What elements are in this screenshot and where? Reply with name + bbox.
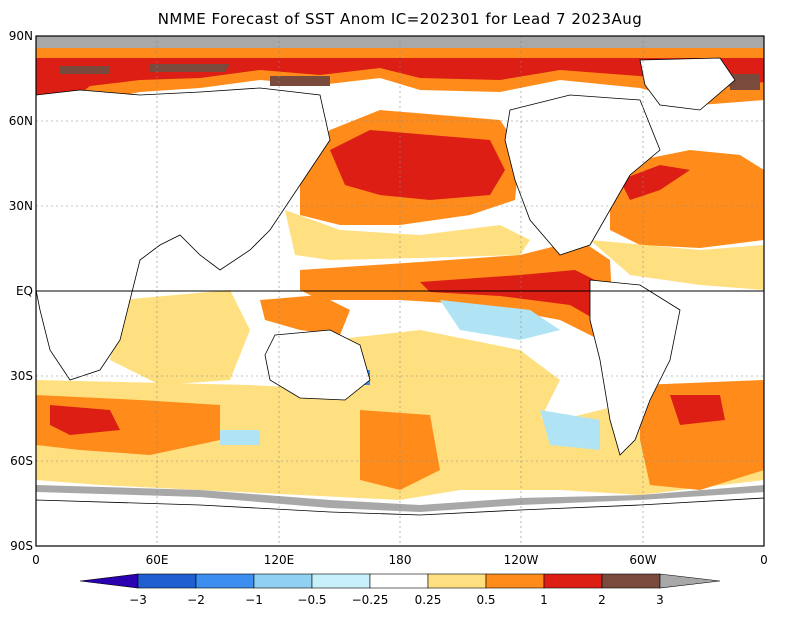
- longitude-labels: 0 60E 120E 180 120W 60W 0: [32, 553, 768, 567]
- south-pacific-yellow: [330, 330, 560, 420]
- lon-tick-label: 0: [760, 553, 768, 567]
- australia: [264, 329, 371, 401]
- lon-tick-label: 60E: [146, 553, 169, 567]
- lat-tick-label: 90S: [10, 539, 33, 553]
- colorbar-segment: [137, 573, 197, 589]
- lat-tick-label: 60S: [10, 454, 33, 468]
- colorbar-label: −3: [129, 593, 147, 607]
- colorbar-label: 0.25: [415, 593, 442, 607]
- lon-tick-label: 120E: [264, 553, 295, 567]
- lon-tick-label: 0: [32, 553, 40, 567]
- colorbar-label: −0.5: [297, 593, 326, 607]
- colorbar-label: 2: [598, 593, 606, 607]
- lon-tick-label: 120W: [504, 553, 539, 567]
- lat-tick-label: 30S: [10, 369, 33, 383]
- colorbar-label: 3: [656, 593, 664, 607]
- greenland: [639, 57, 736, 111]
- eq-pacific-strong: [420, 270, 605, 325]
- colorbar: −3 −2 −1 −0.5 −0.25 0.25 0.5 1 2 3: [79, 573, 721, 607]
- south-america: [589, 279, 681, 456]
- north-pacific-strong: [330, 130, 505, 200]
- antarctic-ice-gray: [36, 485, 764, 512]
- colorbar-left-arrow: [79, 573, 139, 589]
- map-title: NMME Forecast of SST Anom IC=202301 for …: [157, 10, 643, 28]
- north-pacific-yellow: [285, 210, 530, 260]
- latitude-labels: 90N 60N 30N EQ 30S 60S 90S: [9, 29, 33, 553]
- colorbar-segment: [311, 573, 371, 589]
- lat-tick-label: 90N: [9, 29, 33, 43]
- lat-tick-label: 60N: [9, 114, 33, 128]
- lon-tick-label: 180: [389, 553, 412, 567]
- colorbar-label: −0.25: [352, 593, 389, 607]
- colorbar-label: 1: [540, 593, 548, 607]
- arctic-strong-band: [36, 58, 764, 115]
- colorbar-right-arrow: [659, 573, 721, 589]
- lon-tick-label: 60W: [629, 553, 656, 567]
- lat-tick-label: 30N: [9, 199, 33, 213]
- southern-ocean-blue: [220, 410, 600, 450]
- colorbar-label: −1: [245, 593, 263, 607]
- eurasia-africa: [36, 87, 331, 381]
- colorbar-segment: [195, 573, 255, 589]
- colorbar-label: −2: [187, 593, 205, 607]
- colorbar-label: 0.5: [476, 593, 495, 607]
- anomaly-field: [36, 36, 764, 546]
- southern-ocean-orange: [36, 380, 764, 490]
- continents: [36, 57, 764, 546]
- atlantic-tropical-yellow: [590, 240, 764, 290]
- map-frame: [35, 35, 765, 547]
- colorbar-segment: [543, 573, 603, 589]
- indian-ocean-yellow: [110, 290, 250, 385]
- colorbar-segment: [253, 573, 313, 589]
- colorbar-segment: [369, 573, 429, 589]
- maritime-warm: [260, 295, 350, 335]
- lat-tick-label: EQ: [16, 284, 33, 298]
- colorbar-segment: [485, 573, 545, 589]
- north-america: [504, 94, 661, 256]
- colorbar-segment: [601, 573, 661, 589]
- colorbar-segment: [427, 573, 487, 589]
